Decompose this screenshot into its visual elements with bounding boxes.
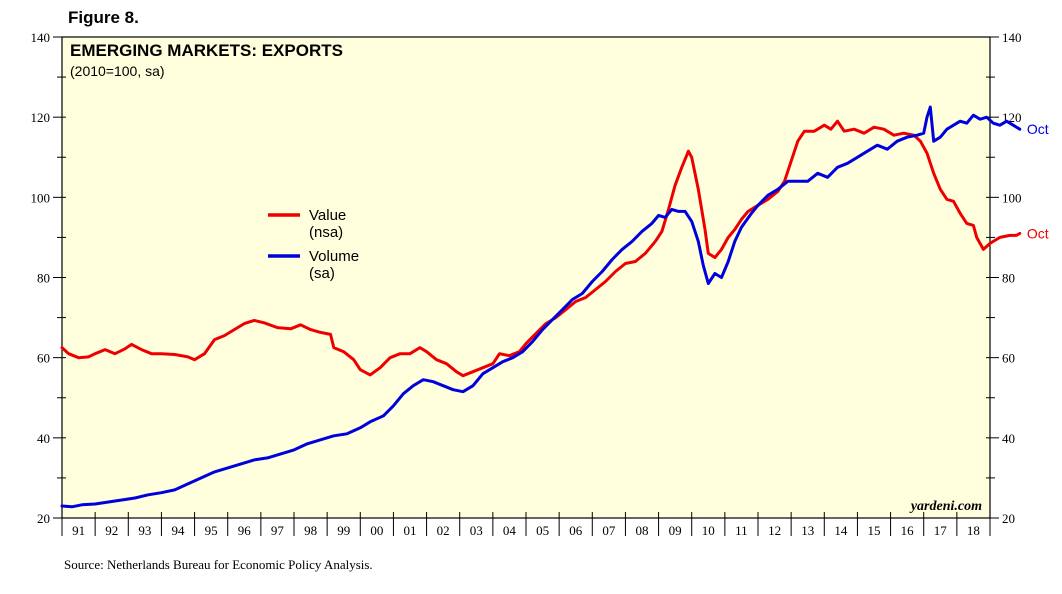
x-tick-label: 92 bbox=[105, 523, 118, 538]
y-tick-label-right: 100 bbox=[1002, 190, 1022, 205]
series-end-label-volume: Oct bbox=[1027, 121, 1049, 137]
series-line-value bbox=[60, 119, 1022, 378]
x-tick-label: 95 bbox=[205, 523, 218, 538]
y-tick-label-left: 60 bbox=[37, 351, 50, 366]
x-tick-label: 13 bbox=[801, 523, 814, 538]
x-tick-label: 07 bbox=[602, 523, 616, 538]
y-tick-label-right: 20 bbox=[1002, 511, 1015, 526]
x-tick-label: 93 bbox=[138, 523, 151, 538]
x-tick-label: 99 bbox=[337, 523, 350, 538]
x-tick-label: 12 bbox=[768, 523, 781, 538]
y-tick-label-left: 40 bbox=[37, 431, 50, 446]
y-tick-label-left: 120 bbox=[31, 110, 51, 125]
x-tick-label: 18 bbox=[967, 523, 980, 538]
x-tick-label: 10 bbox=[702, 523, 715, 538]
legend-label-value: Value bbox=[309, 207, 346, 224]
x-tick-label: 94 bbox=[172, 523, 186, 538]
x-tick-label: 03 bbox=[470, 523, 483, 538]
legend-sub-value: (nsa) bbox=[309, 224, 343, 241]
x-tick-label: 97 bbox=[271, 523, 285, 538]
y-tick-label-left: 20 bbox=[37, 511, 50, 526]
y-tick-label-right: 60 bbox=[1002, 351, 1015, 366]
y-tick-label-left: 100 bbox=[31, 190, 51, 205]
y-tick-label-right: 80 bbox=[1002, 271, 1015, 286]
x-tick-label: 15 bbox=[868, 523, 881, 538]
series-line-volume bbox=[60, 105, 1022, 509]
x-tick-label: 02 bbox=[437, 523, 450, 538]
plot-area bbox=[61, 36, 991, 519]
x-tick-label: 96 bbox=[238, 523, 252, 538]
x-tick-label: 17 bbox=[934, 523, 948, 538]
watermark: yardeni.com bbox=[909, 499, 982, 514]
y-tick-label-right: 40 bbox=[1002, 431, 1015, 446]
y-tick-label-left: 140 bbox=[31, 30, 51, 45]
x-tick-label: 01 bbox=[404, 523, 417, 538]
x-tick-label: 14 bbox=[834, 523, 848, 538]
x-tick-label: 98 bbox=[304, 523, 317, 538]
x-tick-label: 05 bbox=[536, 523, 549, 538]
x-tick-label: 11 bbox=[735, 523, 748, 538]
x-tick-label: 08 bbox=[636, 523, 649, 538]
series-end-label-value: Oct bbox=[1027, 225, 1049, 241]
figure-label: Figure 8. bbox=[68, 8, 139, 27]
x-tick-label: 91 bbox=[72, 523, 85, 538]
chart-title: EMERGING MARKETS: EXPORTS bbox=[70, 41, 343, 60]
source-note: Source: Netherlands Bureau for Economic … bbox=[64, 557, 373, 572]
y-tick-label-left: 80 bbox=[37, 271, 50, 286]
legend-sub-volume: (sa) bbox=[309, 265, 335, 282]
x-tick-label: 06 bbox=[569, 523, 583, 538]
chart-subtitle: (2010=100, sa) bbox=[70, 63, 165, 79]
legend-label-volume: Volume bbox=[309, 248, 359, 265]
x-tick-label: 00 bbox=[370, 523, 383, 538]
x-tick-label: 04 bbox=[503, 523, 517, 538]
x-tick-label: 16 bbox=[901, 523, 915, 538]
x-tick-label: 09 bbox=[669, 523, 682, 538]
y-tick-label-right: 140 bbox=[1002, 30, 1022, 45]
